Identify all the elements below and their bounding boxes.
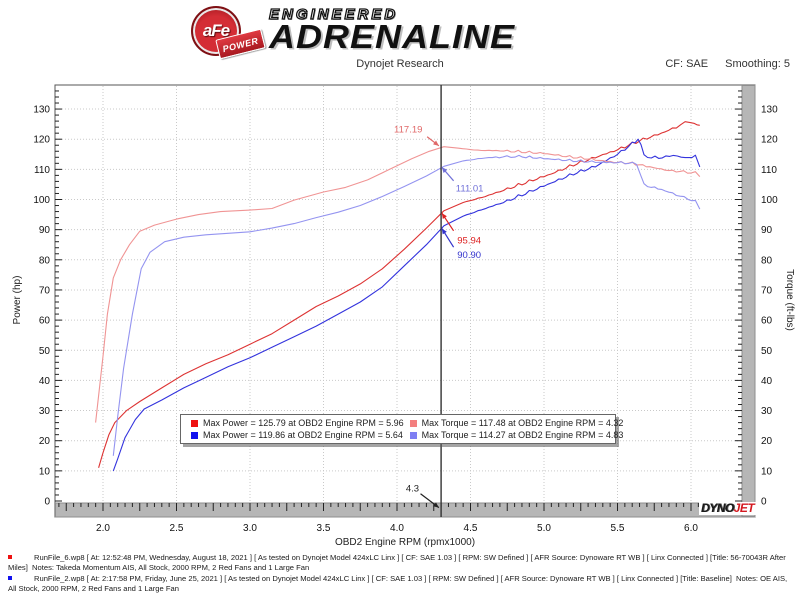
svg-text:120: 120 <box>761 135 778 146</box>
curve-power-after <box>98 121 700 468</box>
run-info-text: RunFile_2.wp8 [ At: 2:17:58 PM, Friday, … <box>8 574 789 593</box>
svg-text:2.5: 2.5 <box>170 523 184 534</box>
svg-text:110: 110 <box>761 165 777 176</box>
curve-torque-after <box>95 146 701 423</box>
legend-box[interactable]: Max Power = 125.79 at OBD2 Engine RPM = … <box>180 414 623 444</box>
svg-text:120: 120 <box>33 135 50 146</box>
run-bullet-blue-icon <box>8 576 12 580</box>
svg-text:90: 90 <box>761 225 773 236</box>
svg-text:70: 70 <box>39 285 51 296</box>
svg-text:90: 90 <box>39 225 51 236</box>
x-axis-title: OBD2 Engine RPM (rpmx1000) <box>335 537 475 548</box>
svg-text:30: 30 <box>761 406 773 417</box>
dynojet-logo: DYNOJET <box>699 501 757 515</box>
annotation-111.01: 111.01 <box>456 184 484 195</box>
svg-text:70: 70 <box>761 285 773 296</box>
svg-text:5.0: 5.0 <box>537 523 551 534</box>
dyno-curves <box>95 121 701 472</box>
svg-text:5.5: 5.5 <box>611 523 625 534</box>
svg-text:3.0: 3.0 <box>243 523 257 534</box>
svg-text:30: 30 <box>39 406 51 417</box>
legend-swatch-blue-icon <box>191 431 198 439</box>
legend-item-max-torque-baseline: Max Torque = 114.27 at OBD2 Engine RPM =… <box>404 429 624 441</box>
brand-line-adrenaline: ADRENALINE <box>269 17 516 56</box>
tick-labels: 0 0 10 10 20 20 30 30 40 40 50 50 60 60 70 70 80 80 90 90 10… <box>33 105 778 534</box>
svg-text:0: 0 <box>761 497 767 508</box>
run-info-line-after: RunFile_6.wp8 [ At: 12:52:48 PM, Wednesd… <box>0 553 792 572</box>
left-axis-title: Power (hp) <box>12 276 23 325</box>
report-title: Dynojet Research <box>356 58 444 70</box>
svg-text:60: 60 <box>761 316 773 327</box>
legend-label: Max Torque = 114.27 at OBD2 Engine RPM =… <box>421 430 624 440</box>
legend-swatch-salmon-icon <box>409 419 417 427</box>
legend-item-max-power-baseline: Max Power = 119.86 at OBD2 Engine RPM = … <box>185 429 404 441</box>
svg-text:50: 50 <box>761 346 773 357</box>
run-info-footer: RunFile_6.wp8 [ At: 12:52:48 PM, Wednesd… <box>0 553 792 595</box>
run-info-text: RunFile_6.wp8 [ At: 12:52:48 PM, Wednesd… <box>8 553 788 572</box>
curve-torque-baseline <box>112 154 701 456</box>
svg-text:110: 110 <box>34 165 50 176</box>
svg-text:0: 0 <box>44 497 50 508</box>
cf-label: CF: SAE <box>665 58 709 70</box>
svg-text:130: 130 <box>761 105 778 116</box>
svg-text:100: 100 <box>33 195 50 206</box>
x-axis-bar <box>55 502 755 518</box>
afe-badge-text: aFe <box>202 21 230 40</box>
axis-titles: OBD2 Engine RPM (rpmx1000) Power (hp) Torq… <box>12 269 795 548</box>
svg-text:50: 50 <box>39 346 51 357</box>
legend-item-max-torque-after: Max Torque = 117.48 at OBD2 Engine RPM =… <box>404 417 624 429</box>
svg-text:130: 130 <box>33 105 50 116</box>
afe-brand-logo: aFe POWER ENGINEERED ADRENALINE <box>185 4 516 60</box>
svg-text:4.0: 4.0 <box>390 523 404 534</box>
curve-power-baseline <box>112 138 701 472</box>
legend-swatch-red-icon <box>191 419 198 427</box>
svg-text:20: 20 <box>39 436 51 447</box>
svg-text:100: 100 <box>761 195 778 206</box>
annotation-4.3: 4.3 <box>406 483 419 494</box>
svg-text:10: 10 <box>761 466 773 477</box>
brand-line-engineered: ENGINEERED <box>268 5 399 23</box>
svg-text:4.5: 4.5 <box>464 523 478 534</box>
legend-label: Max Torque = 117.48 at OBD2 Engine RPM =… <box>421 418 624 428</box>
svg-text:6.0: 6.0 <box>684 523 698 534</box>
svg-text:80: 80 <box>761 255 773 266</box>
run-info-line-baseline: RunFile_2.wp8 [ At: 2:17:58 PM, Friday, … <box>0 574 792 593</box>
legend-label: Max Power = 119.86 at OBD2 Engine RPM = … <box>203 430 403 440</box>
svg-text:40: 40 <box>39 376 51 387</box>
annotation-90.90: 90.90 <box>457 250 481 261</box>
svg-text:40: 40 <box>761 376 773 387</box>
afe-power-badge: aFe POWER <box>185 4 266 60</box>
correction-factor-readout: CF: SAE Smoothing: 5 <box>651 58 790 70</box>
smoothing-label: Smoothing: 5 <box>725 58 790 70</box>
annotation-117.19: 117.19 <box>394 125 422 136</box>
dynojet-logo-jet: JET <box>733 501 755 515</box>
afe-power-label: POWER <box>221 35 260 55</box>
brand-wordmark: ENGINEERED ADRENALINE <box>268 4 516 56</box>
right-axis-title: Torque (ft-lbs) <box>784 269 795 331</box>
annotation-95.94: 95.94 <box>457 236 481 247</box>
legend-item-max-power-after: Max Power = 125.79 at OBD2 Engine RPM = … <box>185 417 404 429</box>
svg-text:60: 60 <box>39 316 51 327</box>
svg-text:2.0: 2.0 <box>96 523 110 534</box>
svg-text:80: 80 <box>39 255 51 266</box>
svg-text:3.5: 3.5 <box>317 523 331 534</box>
value-annotations: 117.19 111.01 95.94 90.90 4.3 <box>394 125 484 509</box>
dynojet-logo-dyno: DYNO <box>701 501 734 515</box>
right-axis-bar <box>741 85 756 517</box>
svg-text:10: 10 <box>39 466 51 477</box>
legend-label: Max Power = 125.79 at OBD2 Engine RPM = … <box>203 418 404 428</box>
svg-text:20: 20 <box>761 436 773 447</box>
grid <box>56 86 754 503</box>
legend-swatch-lightblue-icon <box>409 431 417 439</box>
run-bullet-red-icon <box>8 555 12 559</box>
